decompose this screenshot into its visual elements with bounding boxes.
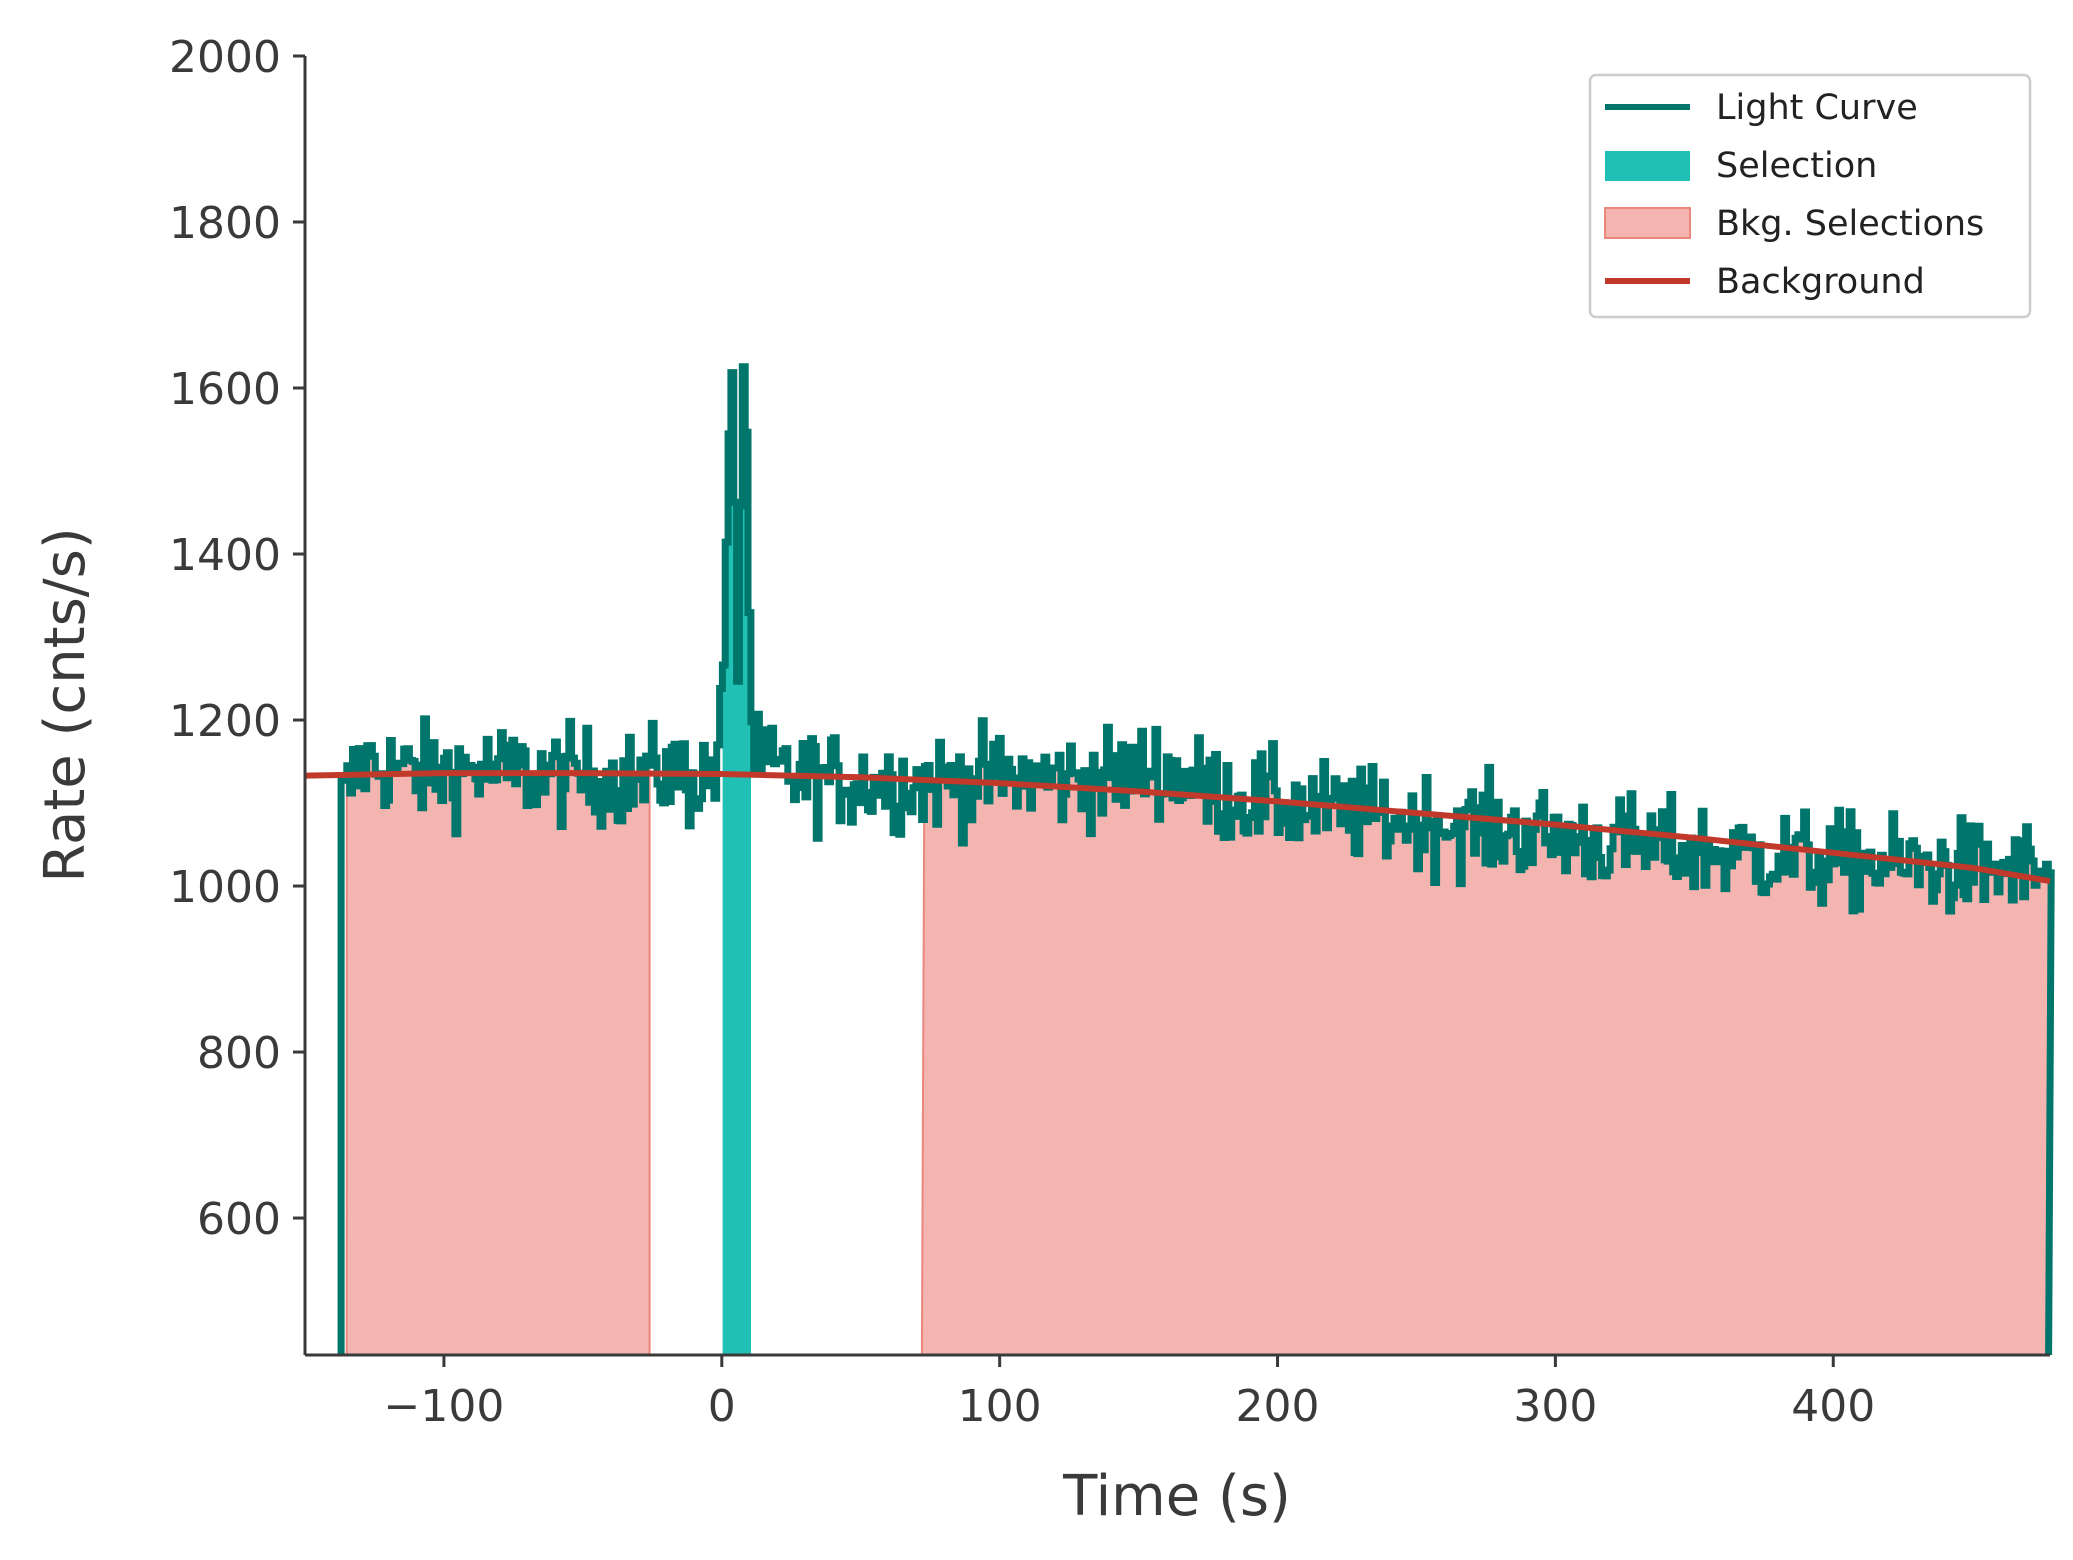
x-ticks: −100 0 100 200 300 400 <box>384 1355 1875 1432</box>
y-ticks: 600 800 1000 1200 1400 1600 1800 2000 <box>169 32 305 1245</box>
y-tick-label: 600 <box>197 1194 281 1245</box>
legend-selection-swatch <box>1605 151 1690 181</box>
y-tick-label: 800 <box>197 1028 281 1079</box>
legend-background-label: Background <box>1716 262 1925 302</box>
legend: Light Curve Selection Bkg. Selections Ba… <box>1588 73 2032 319</box>
legend-light-curve-label: Light Curve <box>1716 88 1918 128</box>
y-tick-label: 1600 <box>169 364 281 415</box>
x-tick-label: 0 <box>708 1381 736 1432</box>
x-axis-title: Time (s) <box>1062 1464 1291 1529</box>
background-line <box>304 770 2051 885</box>
selection-region <box>722 366 751 1355</box>
x-tick-label: −100 <box>384 1381 505 1432</box>
x-tick-label: 200 <box>1236 1381 1320 1432</box>
legend-box <box>1588 73 2032 319</box>
x-tick-label: 400 <box>1791 1381 1875 1432</box>
x-tick-label: 300 <box>1513 1381 1597 1432</box>
y-tick-label: 1200 <box>169 696 281 747</box>
legend-selection-label: Selection <box>1716 146 1877 186</box>
plot-area <box>304 363 2055 1356</box>
legend-bkg-selections-label: Bkg. Selections <box>1716 204 1984 244</box>
y-tick-label: 2000 <box>169 32 281 83</box>
y-tick-label: 1800 <box>169 198 281 249</box>
y-tick-label: 1400 <box>169 530 281 581</box>
y-tick-label: 1000 <box>169 862 281 913</box>
legend-bkg-selections-swatch <box>1604 207 1691 239</box>
y-axis-title: Rate (cnts/s) <box>33 527 98 882</box>
x-tick-label: 100 <box>958 1381 1042 1432</box>
light-curve-line <box>337 363 2055 1356</box>
